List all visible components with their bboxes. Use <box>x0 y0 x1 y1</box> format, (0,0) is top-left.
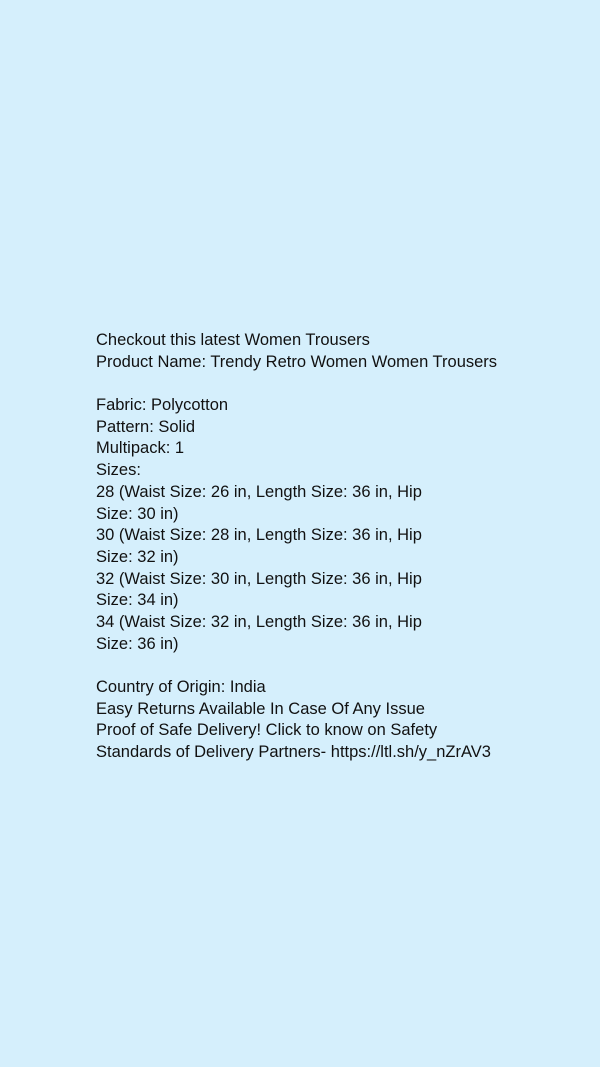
product-name: Product Name: Trendy Retro Women Women T… <box>96 352 498 371</box>
multipack: Multipack: 1 <box>96 439 185 458</box>
product-description: Checkout this latest Women Trousers Prod… <box>96 330 566 764</box>
size-30-cont: Size: 32 in) <box>96 547 179 566</box>
size-34-cont: Size: 36 in) <box>96 634 179 653</box>
country-of-origin: Country of Origin: India <box>96 678 266 696</box>
sizes-label: Sizes: <box>96 461 141 480</box>
delivery-link[interactable]: Standards of Delivery Partners- https://… <box>96 743 491 762</box>
returns-info: Easy Returns Available In Case Of Any Is… <box>96 699 425 718</box>
fabric: Fabric: Polycotton <box>96 396 229 415</box>
size-34: 34 (Waist Size: 32 in, Length Size: 36 i… <box>96 612 422 631</box>
headline: Checkout this latest Women Trousers <box>96 331 370 349</box>
delivery-info: Proof of Safe Delivery! Click to know on… <box>96 721 438 740</box>
size-32: 32 (Waist Size: 30 in, Length Size: 36 i… <box>96 569 422 588</box>
size-32-cont: Size: 34 in) <box>96 591 179 610</box>
size-28: 28 (Waist Size: 26 in, Length Size: 36 i… <box>96 482 422 501</box>
spacer <box>96 373 566 395</box>
pattern: Pattern: Solid <box>96 417 196 436</box>
size-28-cont: Size: 30 in) <box>96 504 179 523</box>
size-30: 30 (Waist Size: 28 in, Length Size: 36 i… <box>96 526 422 545</box>
spacer <box>96 655 566 677</box>
